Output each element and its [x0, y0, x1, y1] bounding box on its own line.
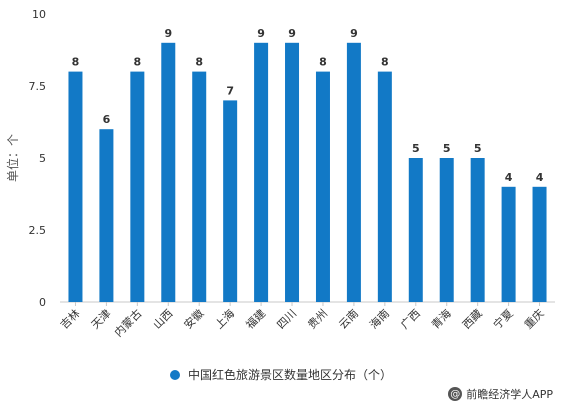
- y-tick-label: 10: [32, 8, 46, 21]
- data-label: 9: [164, 27, 172, 40]
- data-label: 8: [319, 56, 327, 69]
- bar-西藏: [470, 158, 485, 302]
- bar-山西: [161, 42, 176, 303]
- x-tick-label: 西藏: [460, 307, 485, 332]
- x-tick-label: 吉林: [57, 306, 82, 331]
- bar-宁夏: [501, 186, 516, 302]
- x-tick-label: 四川: [274, 307, 299, 332]
- x-tick-label: 海南: [367, 306, 392, 331]
- front-icon: @: [448, 387, 463, 401]
- data-label: 5: [474, 142, 482, 155]
- bar-广西: [408, 158, 423, 302]
- bar-安徽: [192, 71, 207, 302]
- bar-海南: [377, 71, 392, 302]
- x-tick-label: 上海: [212, 306, 237, 331]
- legend: 中国红色旅游景区数量地区分布（个）: [170, 366, 392, 383]
- x-tick-label: 贵州: [305, 307, 330, 332]
- data-label: 7: [226, 84, 234, 97]
- x-tick-label: 天津: [89, 307, 114, 332]
- bar-天津: [99, 129, 114, 302]
- data-label: 5: [412, 142, 420, 155]
- bar-上海: [223, 100, 238, 303]
- x-tick-label: 云南: [336, 307, 361, 332]
- y-axis-title: 单位：个: [5, 134, 20, 182]
- credit-text: 前瞻经济学人APP: [466, 388, 553, 401]
- y-tick-label: 2.5: [29, 224, 47, 237]
- bar-云南: [346, 42, 361, 303]
- y-tick-label: 7.5: [29, 80, 47, 93]
- data-label: 9: [288, 27, 296, 40]
- bar-青海: [439, 158, 454, 302]
- x-tick-label: 安徽: [181, 306, 206, 331]
- x-tick-label: 福建: [243, 306, 268, 331]
- data-label: 8: [195, 56, 203, 69]
- data-label: 6: [103, 113, 111, 126]
- y-tick-label: 5: [39, 152, 46, 165]
- bar-贵州: [315, 71, 330, 302]
- bar-内蒙古: [130, 71, 145, 302]
- source-credit: @ 前瞻经济学人APP: [448, 386, 553, 402]
- legend-label: 中国红色旅游景区数量地区分布（个）: [188, 368, 393, 382]
- data-label: 8: [381, 56, 389, 69]
- x-tick-label: 宁夏: [490, 306, 515, 331]
- bar-福建: [254, 42, 269, 303]
- data-label: 8: [72, 56, 80, 69]
- bar-重庆: [532, 186, 547, 302]
- data-label: 8: [134, 56, 142, 69]
- x-tick-label: 青海: [428, 306, 453, 331]
- y-tick-label: 0: [39, 296, 46, 309]
- data-label: 4: [505, 171, 513, 184]
- bar-四川: [285, 42, 300, 303]
- x-tick-label: 山西: [151, 307, 176, 332]
- data-label: 9: [257, 27, 265, 40]
- x-tick-label: 广西: [398, 307, 423, 332]
- x-tick-label: 重庆: [521, 306, 546, 331]
- data-label: 9: [350, 27, 358, 40]
- x-tick-label: 内蒙古: [111, 306, 144, 339]
- data-label: 4: [536, 171, 544, 184]
- legend-marker: [170, 369, 180, 380]
- data-label: 5: [443, 142, 451, 155]
- bar-吉林: [68, 71, 83, 302]
